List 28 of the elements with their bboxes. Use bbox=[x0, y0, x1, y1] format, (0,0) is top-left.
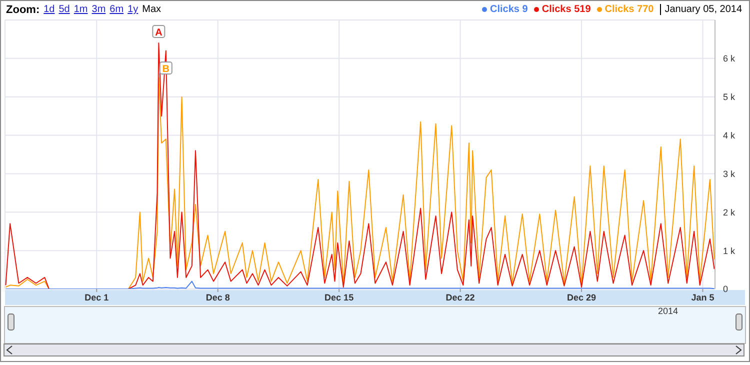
legend-label: Clicks 9 bbox=[489, 4, 528, 15]
y-tick-label: 3 k bbox=[723, 168, 736, 179]
legend-label: Clicks 519 bbox=[540, 4, 591, 15]
text: 3m bbox=[92, 4, 106, 16]
x-tick-label: Dec 1 bbox=[84, 292, 109, 302]
text: 1y bbox=[128, 4, 138, 16]
text: 6m bbox=[110, 4, 124, 16]
text: 1d bbox=[44, 4, 55, 16]
text: 5d bbox=[58, 4, 70, 16]
y-tick-label: 1 k bbox=[723, 246, 736, 256]
text: Max bbox=[142, 4, 162, 16]
annotation: B bbox=[162, 64, 170, 76]
text: Zoom: bbox=[6, 4, 40, 16]
text: 2014 bbox=[658, 306, 678, 316]
y-tick-label: 5 k bbox=[723, 92, 736, 102]
text: January 05, 2014 bbox=[660, 4, 742, 15]
text: 1m bbox=[74, 4, 88, 16]
annotation: A bbox=[155, 28, 162, 39]
x-tick-label: Dec 15 bbox=[324, 292, 354, 302]
y-tick-label: 4 k bbox=[723, 130, 736, 140]
x-tick-label: Jan 5 bbox=[691, 292, 714, 302]
y-tick-label: 2 k bbox=[723, 207, 736, 218]
x-tick-label: Dec 29 bbox=[567, 292, 596, 302]
x-tick-label: Dec 22 bbox=[446, 292, 475, 302]
legend-label: Clicks 770 bbox=[604, 4, 654, 15]
x-tick-label: Dec 8 bbox=[206, 292, 230, 302]
y-tick-label: 0 bbox=[723, 284, 728, 294]
y-tick-label: 6 k bbox=[723, 54, 736, 64]
